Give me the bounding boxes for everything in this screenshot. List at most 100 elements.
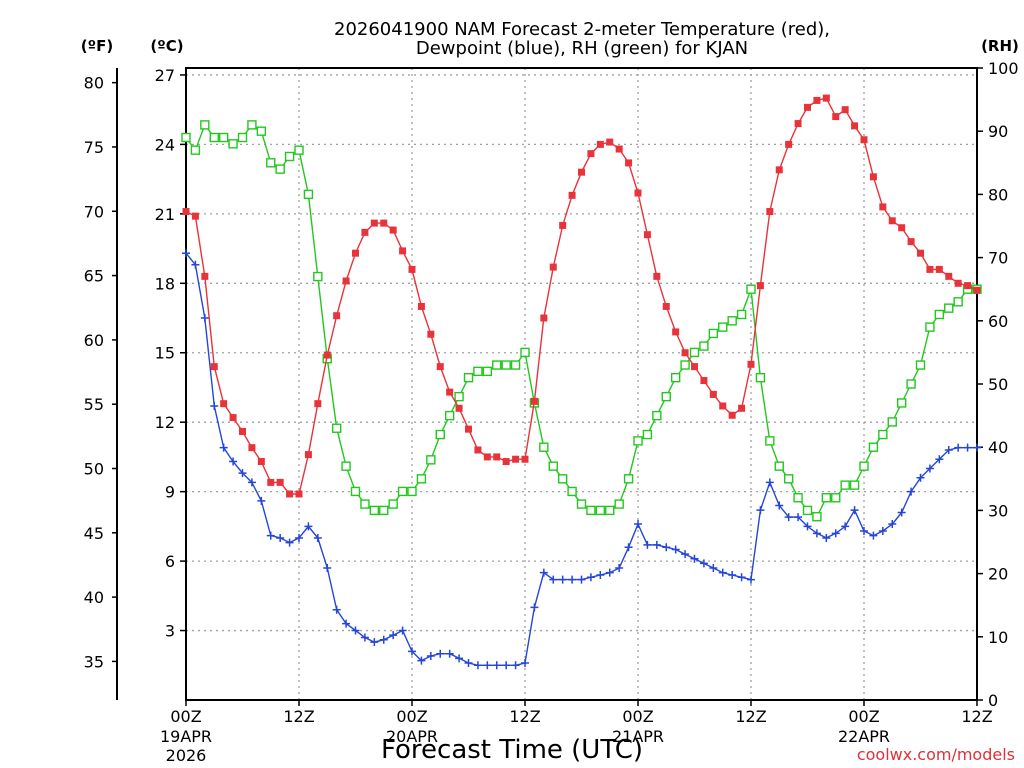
rh-point <box>510 360 521 370</box>
dewpoint-point <box>586 573 595 582</box>
rh-point <box>416 474 427 484</box>
fahrenheit-tick-label: 35 <box>84 652 104 671</box>
rh-tick-label: 80 <box>988 185 1008 204</box>
dewpoint-point <box>257 496 266 505</box>
rh-point <box>812 512 822 522</box>
rh-point <box>765 436 775 446</box>
temperature-point <box>286 490 294 498</box>
temperature-point <box>766 208 774 216</box>
dewpoint-point <box>379 635 388 644</box>
rh-point <box>680 360 690 370</box>
temperature-point <box>220 400 228 408</box>
rh-tick-label: 90 <box>988 122 1008 141</box>
fahrenheit-tick-label: 60 <box>84 331 104 350</box>
rh-point <box>256 126 267 136</box>
temperature-point <box>954 279 962 287</box>
dewpoint-point <box>756 506 765 515</box>
dewpoint-point <box>671 545 680 554</box>
axes: 35 40 45 50 55 60 65 70 75 80 3 6 9 12 15 18 21 24 27 0 10 20… <box>84 59 1019 765</box>
rh-point <box>925 322 935 332</box>
dewpoint-point <box>831 529 840 538</box>
x-year-label: 2026 <box>166 746 207 765</box>
celsius-tick-label: 21 <box>155 205 175 224</box>
rh-point <box>868 442 879 452</box>
celsius-tick-label: 6 <box>165 552 175 571</box>
temperature-point <box>465 425 472 433</box>
rh-point <box>605 505 615 516</box>
temperature-point <box>700 377 708 385</box>
dewpoint-point <box>285 538 294 547</box>
temperature-point <box>370 219 378 227</box>
rh-point <box>435 429 445 440</box>
rh-point <box>397 486 408 497</box>
dewpoint-point <box>624 543 633 552</box>
rh-point <box>755 372 766 383</box>
rh-point <box>200 120 210 130</box>
dewpoint-point <box>916 473 925 482</box>
series-dewpoint <box>182 249 981 670</box>
temperature-point <box>323 351 331 359</box>
rh-point <box>567 486 577 497</box>
dewpoint-point <box>417 656 426 665</box>
rh-point <box>492 360 502 370</box>
grid <box>186 68 977 700</box>
dewpoint-point <box>803 522 812 531</box>
temperature-point <box>888 217 896 225</box>
rh-point <box>444 410 455 421</box>
dewpoint-point <box>247 478 256 487</box>
dewpoint-point <box>332 605 341 614</box>
rh-point <box>463 372 474 383</box>
dewpoint-point <box>907 487 916 496</box>
fahrenheit-axis-label: (ºF) <box>81 37 113 55</box>
series-2-meter-temperature <box>182 94 981 498</box>
temperature-point <box>417 302 425 310</box>
temperature-point <box>493 453 501 461</box>
rh-point <box>614 499 624 509</box>
rh-point <box>953 297 963 307</box>
celsius-tick-label: 3 <box>165 622 175 641</box>
temperature-point <box>578 168 585 176</box>
dewpoint-point <box>869 531 878 540</box>
x-tick-label: 00Z <box>622 707 653 726</box>
rh-tick-label: 50 <box>988 375 1008 394</box>
temperature-point <box>794 120 802 128</box>
temperature-point <box>832 113 840 121</box>
rh-point <box>727 316 737 326</box>
temperature-point <box>643 231 651 239</box>
rh-point <box>181 132 191 143</box>
dewpoint-point <box>266 531 275 540</box>
series-line <box>185 97 978 495</box>
temperature-point <box>747 360 755 368</box>
fahrenheit-tick-label: 75 <box>84 138 104 157</box>
dewpoint-point <box>643 540 652 549</box>
temperature-point <box>879 203 887 211</box>
temperature-point <box>756 282 764 290</box>
series-line <box>185 252 977 666</box>
dewpoint-point <box>784 513 793 522</box>
dewpoint-point <box>276 533 285 542</box>
temperature-point <box>314 400 322 408</box>
temperature-point <box>804 103 811 111</box>
rh-point <box>586 505 596 516</box>
rh-point <box>341 461 351 471</box>
temperature-point <box>709 390 717 398</box>
dewpoint-point <box>737 573 746 582</box>
rh-tick-label: 0 <box>988 691 998 710</box>
fahrenheit-tick-label: 70 <box>84 202 104 221</box>
plot-frame <box>185 67 978 701</box>
temperature-point <box>681 349 689 357</box>
dewpoint-point <box>954 443 963 452</box>
celsius-tick-label: 12 <box>155 413 175 432</box>
temperature-point <box>540 314 548 322</box>
rh-point <box>294 145 304 155</box>
temperature-point <box>304 451 312 459</box>
dewpoint-point <box>492 661 501 670</box>
dewpoint-point <box>897 508 906 517</box>
fahrenheit-tick-label: 45 <box>84 524 104 543</box>
rh-point <box>652 410 662 421</box>
rh-point <box>878 429 888 440</box>
temperature-point <box>248 444 256 452</box>
x-date-label: 21APR <box>612 727 664 746</box>
dewpoint-point <box>539 568 548 577</box>
rh-point <box>831 493 841 503</box>
